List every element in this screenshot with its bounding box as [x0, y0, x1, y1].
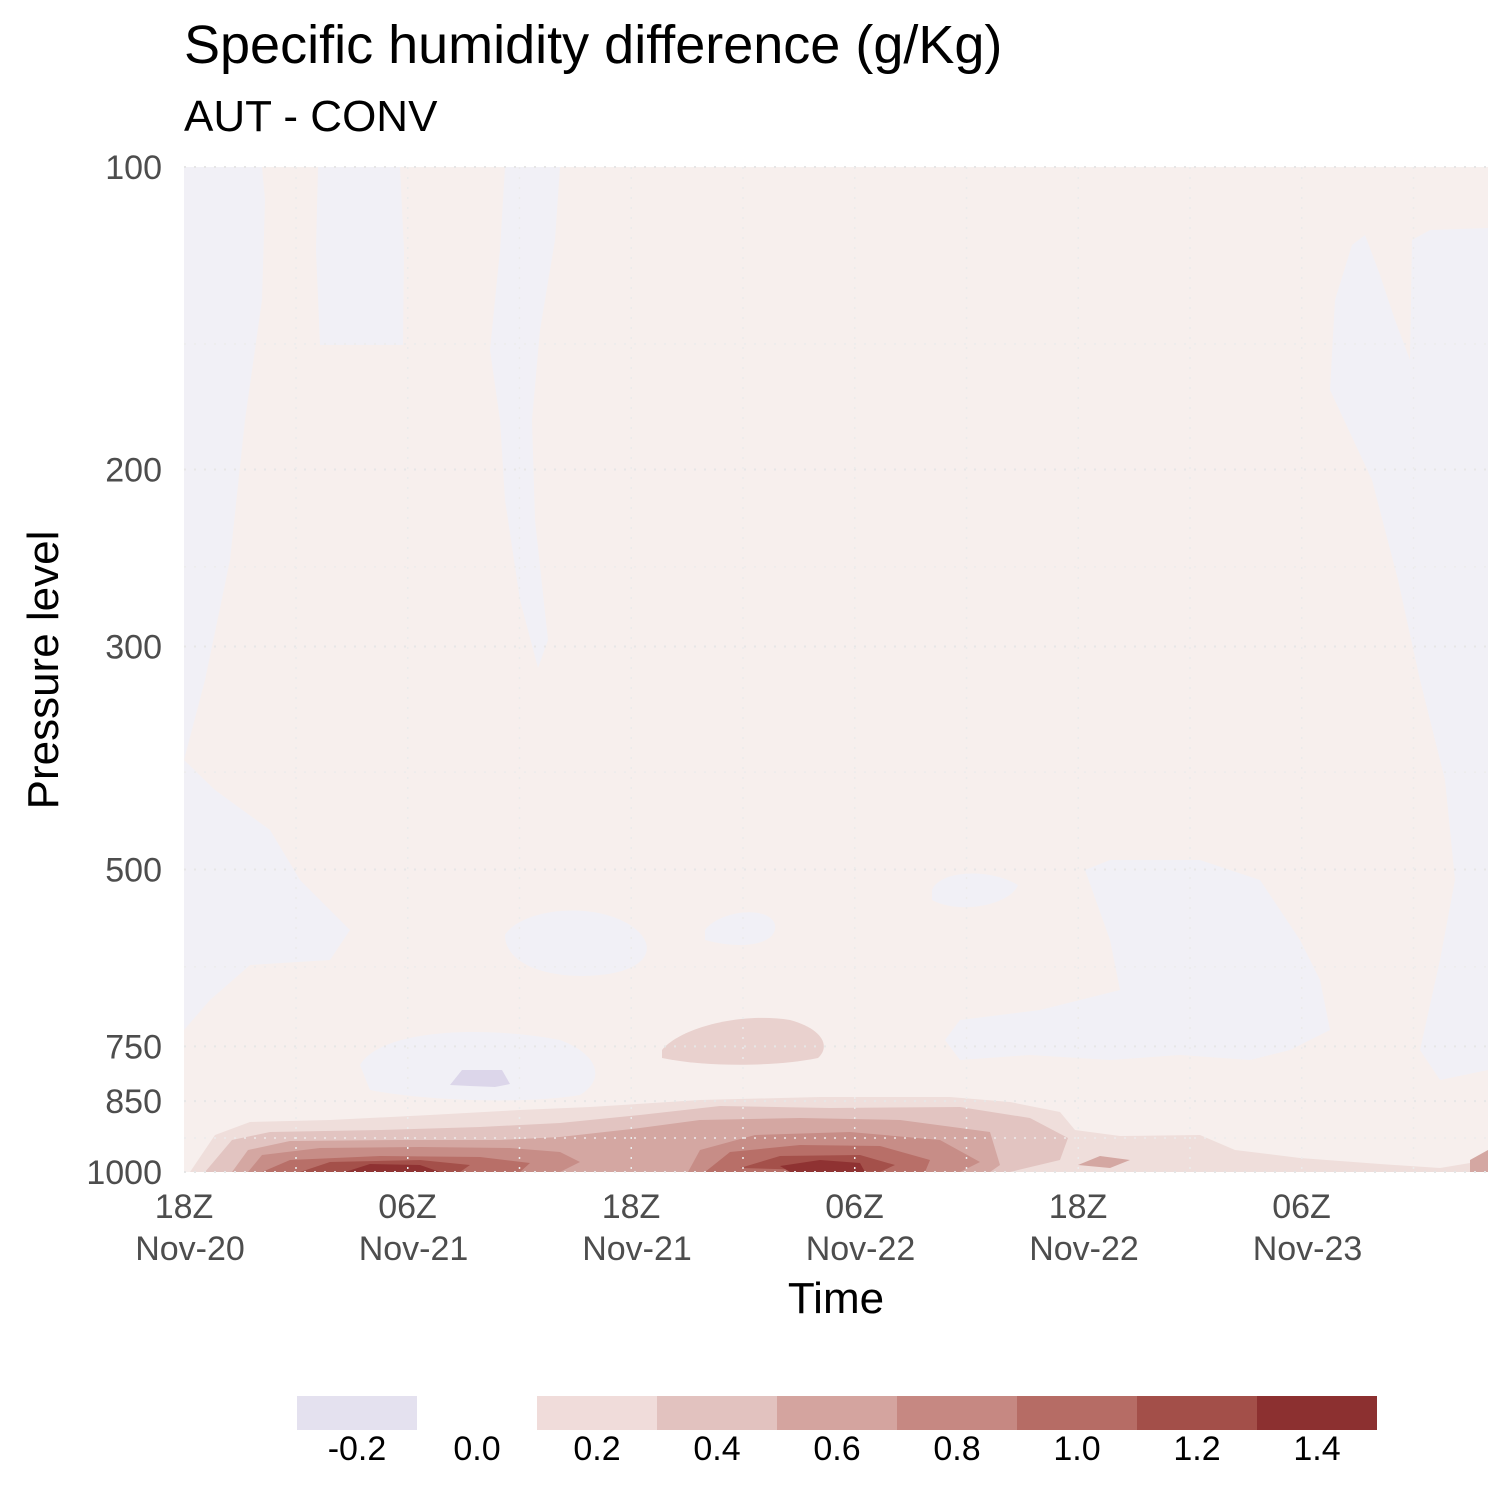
legend-label-3: 0.4 — [693, 1430, 740, 1468]
pos-blob-right-edge — [1470, 1150, 1488, 1172]
legend-label-7: 1.2 — [1173, 1430, 1220, 1468]
plot-area — [184, 167, 1488, 1172]
x-tick-date-5: Nov-23 — [1253, 1230, 1363, 1268]
x-tick-time-0: 18Z — [155, 1188, 214, 1226]
neg-region-left-column — [184, 167, 265, 760]
legend-label-5: 0.8 — [933, 1430, 980, 1468]
neg-region-bubble-c — [932, 873, 1018, 908]
neg-region-central-column — [490, 167, 560, 668]
x-tick-date-0: Nov-20 — [135, 1230, 245, 1268]
neg-region-lower-band — [360, 1032, 596, 1101]
contour-12 — [300, 1155, 895, 1172]
y-tick-label-5: 850 — [105, 1083, 162, 1121]
legend-swatch-0 — [297, 1396, 417, 1430]
legend-label-1: 0.0 — [453, 1430, 500, 1468]
neg-region-bubble-b — [705, 912, 776, 945]
legend-swatch-5 — [897, 1396, 1017, 1430]
chart-title: Specific humidity difference (g/Kg) — [184, 15, 1003, 75]
x-tick-time-1: 06Z — [378, 1188, 437, 1226]
y-tick-label-4: 750 — [105, 1028, 162, 1066]
neg-region-right — [945, 860, 1330, 1060]
legend-swatch-6 — [1017, 1396, 1137, 1430]
y-tick-label-1: 200 — [105, 452, 162, 490]
legend-swatch-8 — [1257, 1396, 1377, 1430]
pos-blob-mid-right — [1078, 1156, 1130, 1168]
neg-region-left-lower — [184, 760, 350, 1030]
x-tick-date-1: Nov-21 — [359, 1230, 469, 1268]
legend-swatch-7 — [1137, 1396, 1257, 1430]
x-tick-labels: 18Z Nov-20 06Z Nov-21 18Z Nov-21 06Z Nov-22 18Z N… — [135, 1188, 1362, 1268]
y-tick-label-3: 500 — [105, 851, 162, 889]
legend-label-0: -0.2 — [328, 1430, 387, 1468]
neg-region-far-right — [1330, 228, 1488, 1080]
x-tick-time-4: 18Z — [1049, 1188, 1108, 1226]
pos-blob-750 — [662, 1017, 824, 1065]
x-tick-date-2: Nov-21 — [582, 1230, 692, 1268]
contour-14 — [345, 1160, 865, 1172]
neg-02-blob — [450, 1070, 510, 1087]
legend-label-4: 0.6 — [813, 1430, 860, 1468]
y-tick-label-2: 300 — [105, 629, 162, 667]
legend-swatch-1 — [417, 1396, 537, 1430]
legend-label-6: 1.0 — [1053, 1430, 1100, 1468]
boundary-layer-contours — [190, 1097, 1488, 1172]
x-axis-label: Time — [788, 1274, 884, 1323]
legend-swatch-3 — [657, 1396, 777, 1430]
legend-swatch-4 — [777, 1396, 897, 1430]
x-tick-time-5: 06Z — [1272, 1188, 1331, 1226]
grid-lines — [184, 166, 1488, 1173]
colorbar-legend: -0.2 0.0 0.2 0.4 0.6 0.8 1.0 1.2 1.4 — [297, 1396, 1377, 1468]
legend-swatch-2 — [537, 1396, 657, 1430]
chart-subtitle: AUT - CONV — [184, 92, 438, 141]
x-tick-time-2: 18Z — [602, 1188, 661, 1226]
neg-region-bubble-a — [505, 910, 647, 976]
negative-regions — [184, 167, 1488, 1101]
y-tick-label-6: 1000 — [86, 1154, 162, 1192]
y-tick-labels: 100 200 300 500 750 850 1000 — [86, 149, 162, 1192]
y-axis-label: Pressure level — [19, 531, 68, 810]
x-tick-date-3: Nov-22 — [806, 1230, 916, 1268]
y-tick-label-0: 100 — [105, 149, 162, 187]
neg-region-upper-strip — [316, 167, 404, 345]
legend-label-8: 1.4 — [1293, 1430, 1340, 1468]
legend-label-2: 0.2 — [573, 1430, 620, 1468]
x-tick-date-4: Nov-22 — [1029, 1230, 1139, 1268]
x-tick-time-3: 06Z — [825, 1188, 884, 1226]
